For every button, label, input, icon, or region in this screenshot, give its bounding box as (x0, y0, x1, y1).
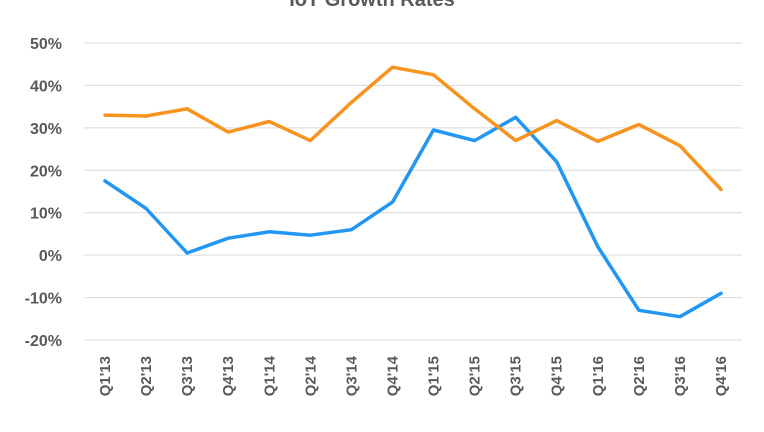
x-tick-label: Q3'14 (343, 355, 360, 396)
series-line-1 (103, 115, 723, 319)
x-tick-label: Q3'13 (179, 356, 196, 396)
x-axis-tick-labels: Q1'13 Q2'13 Q3'13 Q4'13 Q1'14 Q2'14 Q3'14 Q4'14… (97, 355, 730, 396)
series-lines (103, 65, 723, 319)
x-tick-label: Q2'14 (302, 355, 319, 396)
x-tick-label: Q3'15 (508, 356, 525, 396)
x-tick-label: Q4'16 (713, 356, 730, 396)
x-tick-label: Q4'15 (549, 356, 566, 396)
x-tick-label: Q4'13 (220, 356, 237, 396)
x-tick-label: Q2'15 (467, 356, 484, 396)
y-tick-label: 40% (30, 78, 62, 95)
x-tick-label: Q1'14 (261, 355, 278, 396)
y-tick-label: 20% (30, 163, 62, 180)
x-tick-label: Q3'16 (672, 356, 689, 396)
x-tick-label: Q2'13 (138, 356, 155, 396)
x-tick-label: Q1'13 (97, 356, 114, 396)
y-tick-label: 50% (30, 36, 62, 53)
y-tick-label: -20% (25, 333, 62, 350)
x-tick-label: Q1'16 (590, 356, 607, 396)
chart-title: IoT Growth Rates (289, 0, 455, 11)
x-tick-label: Q2'16 (631, 356, 648, 396)
x-tick-label: Q1'15 (426, 356, 443, 396)
gridlines (84, 42, 742, 341)
y-tick-label: -10% (25, 291, 62, 308)
y-axis-tick-labels: 50% 40% 30% 20% 10% 0% -10% -20% (25, 36, 62, 350)
series-line-2 (103, 65, 723, 192)
y-tick-label: 0% (39, 248, 62, 265)
y-tick-label: 10% (30, 206, 62, 223)
y-tick-label: 30% (30, 121, 62, 138)
x-tick-label: Q4'14 (384, 355, 401, 396)
